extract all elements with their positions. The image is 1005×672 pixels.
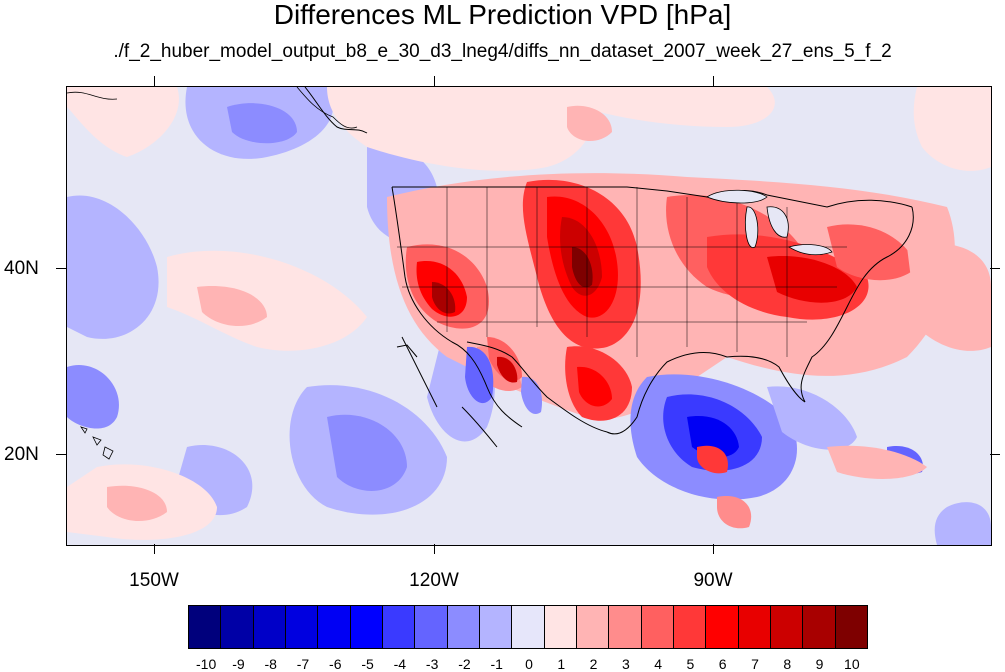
lon-label-150w: 150W (129, 570, 179, 591)
lon-tick-90w (713, 544, 714, 554)
lat-tick-right-20n (990, 454, 1000, 455)
colorbar-label: 10 (844, 656, 860, 672)
colorbar-cell (479, 606, 513, 648)
colorbar-label: -2 (458, 656, 471, 672)
colorbar-cell (253, 606, 286, 648)
map-field-svg (67, 87, 991, 545)
map-title: Differences ML Prediction VPD [hPa] (273, 0, 732, 30)
colorbar-label: 4 (654, 656, 663, 672)
colorbar-cell (706, 606, 739, 648)
lat-tick-left-20n (56, 454, 66, 455)
colorbar-label: 2 (589, 656, 598, 672)
colorbar-label: 7 (751, 656, 759, 672)
colorbar-cell (609, 606, 642, 648)
colorbar-label: -9 (232, 656, 245, 672)
colorbar-cell (673, 606, 707, 648)
lat-label-20n: 20N (4, 444, 39, 465)
lon-tick-150w (154, 544, 155, 554)
colorbar-label: 5 (686, 656, 695, 672)
colorbar-label: -3 (425, 656, 439, 672)
colorbar-cell (382, 606, 416, 648)
colorbar-cell (189, 606, 222, 648)
colorbar-cell (350, 606, 383, 648)
colorbar-label: -1 (490, 656, 503, 672)
colorbar-label: 0 (525, 656, 533, 672)
lon-label-90w: 90W (693, 570, 733, 591)
lon-tick-top-90w (713, 76, 714, 86)
lat-tick-left-40n (56, 268, 66, 269)
colorbar-label: 6 (718, 656, 727, 672)
colorbar-label: -6 (329, 656, 342, 672)
colorbar-cell (512, 606, 545, 648)
colorbar-cell (835, 606, 867, 648)
colorbar-label: -8 (264, 656, 277, 672)
caribbean-positive-anomalies (697, 87, 991, 545)
colorbar-cell (318, 606, 351, 648)
colorbar-label: -7 (296, 656, 310, 672)
colorbar (188, 605, 868, 649)
colorbar-cell (803, 606, 836, 648)
colorbar-cell (544, 606, 577, 648)
vpd-difference-map (66, 86, 992, 546)
lon-label-120w: 120W (409, 570, 459, 591)
lon-tick-top-150w (154, 76, 155, 86)
lon-tick-top-120w (434, 76, 435, 86)
colorbar-label: -4 (393, 656, 407, 672)
colorbar-label: 9 (815, 656, 824, 672)
colorbar-cell (641, 606, 674, 648)
hawaii-islands (80, 426, 114, 460)
colorbar-label: 3 (621, 656, 630, 672)
colorbar-label: 8 (783, 656, 792, 672)
coastline-outlines (304, 87, 914, 448)
gulf-negative-anomalies (465, 346, 923, 500)
colorbar-cell (415, 606, 448, 648)
colorbar-cell (285, 606, 319, 648)
colorbar-cell (221, 606, 254, 648)
colorbar-label: -10 (196, 656, 217, 672)
land-positive-anomalies (387, 173, 955, 421)
colorbar-label: 1 (557, 656, 566, 672)
lon-tick-120w (434, 544, 435, 554)
colorbar-cell (738, 606, 771, 648)
colorbar-label: -5 (361, 656, 374, 672)
lat-label-40n: 40N (4, 258, 39, 279)
great-lakes (706, 189, 833, 256)
colorbar-cell (576, 606, 610, 648)
colorbar-cell (447, 606, 480, 648)
pacific-positive-anomalies (67, 87, 775, 540)
colorbar-cell (770, 606, 804, 648)
lat-tick-right-40n (990, 268, 1000, 269)
pacific-negative-anomalies (67, 87, 495, 516)
alaska-coast (67, 87, 358, 129)
map-subtitle: ./f_2_huber_model_output_b8_e_30_d3_lneg… (113, 41, 892, 62)
